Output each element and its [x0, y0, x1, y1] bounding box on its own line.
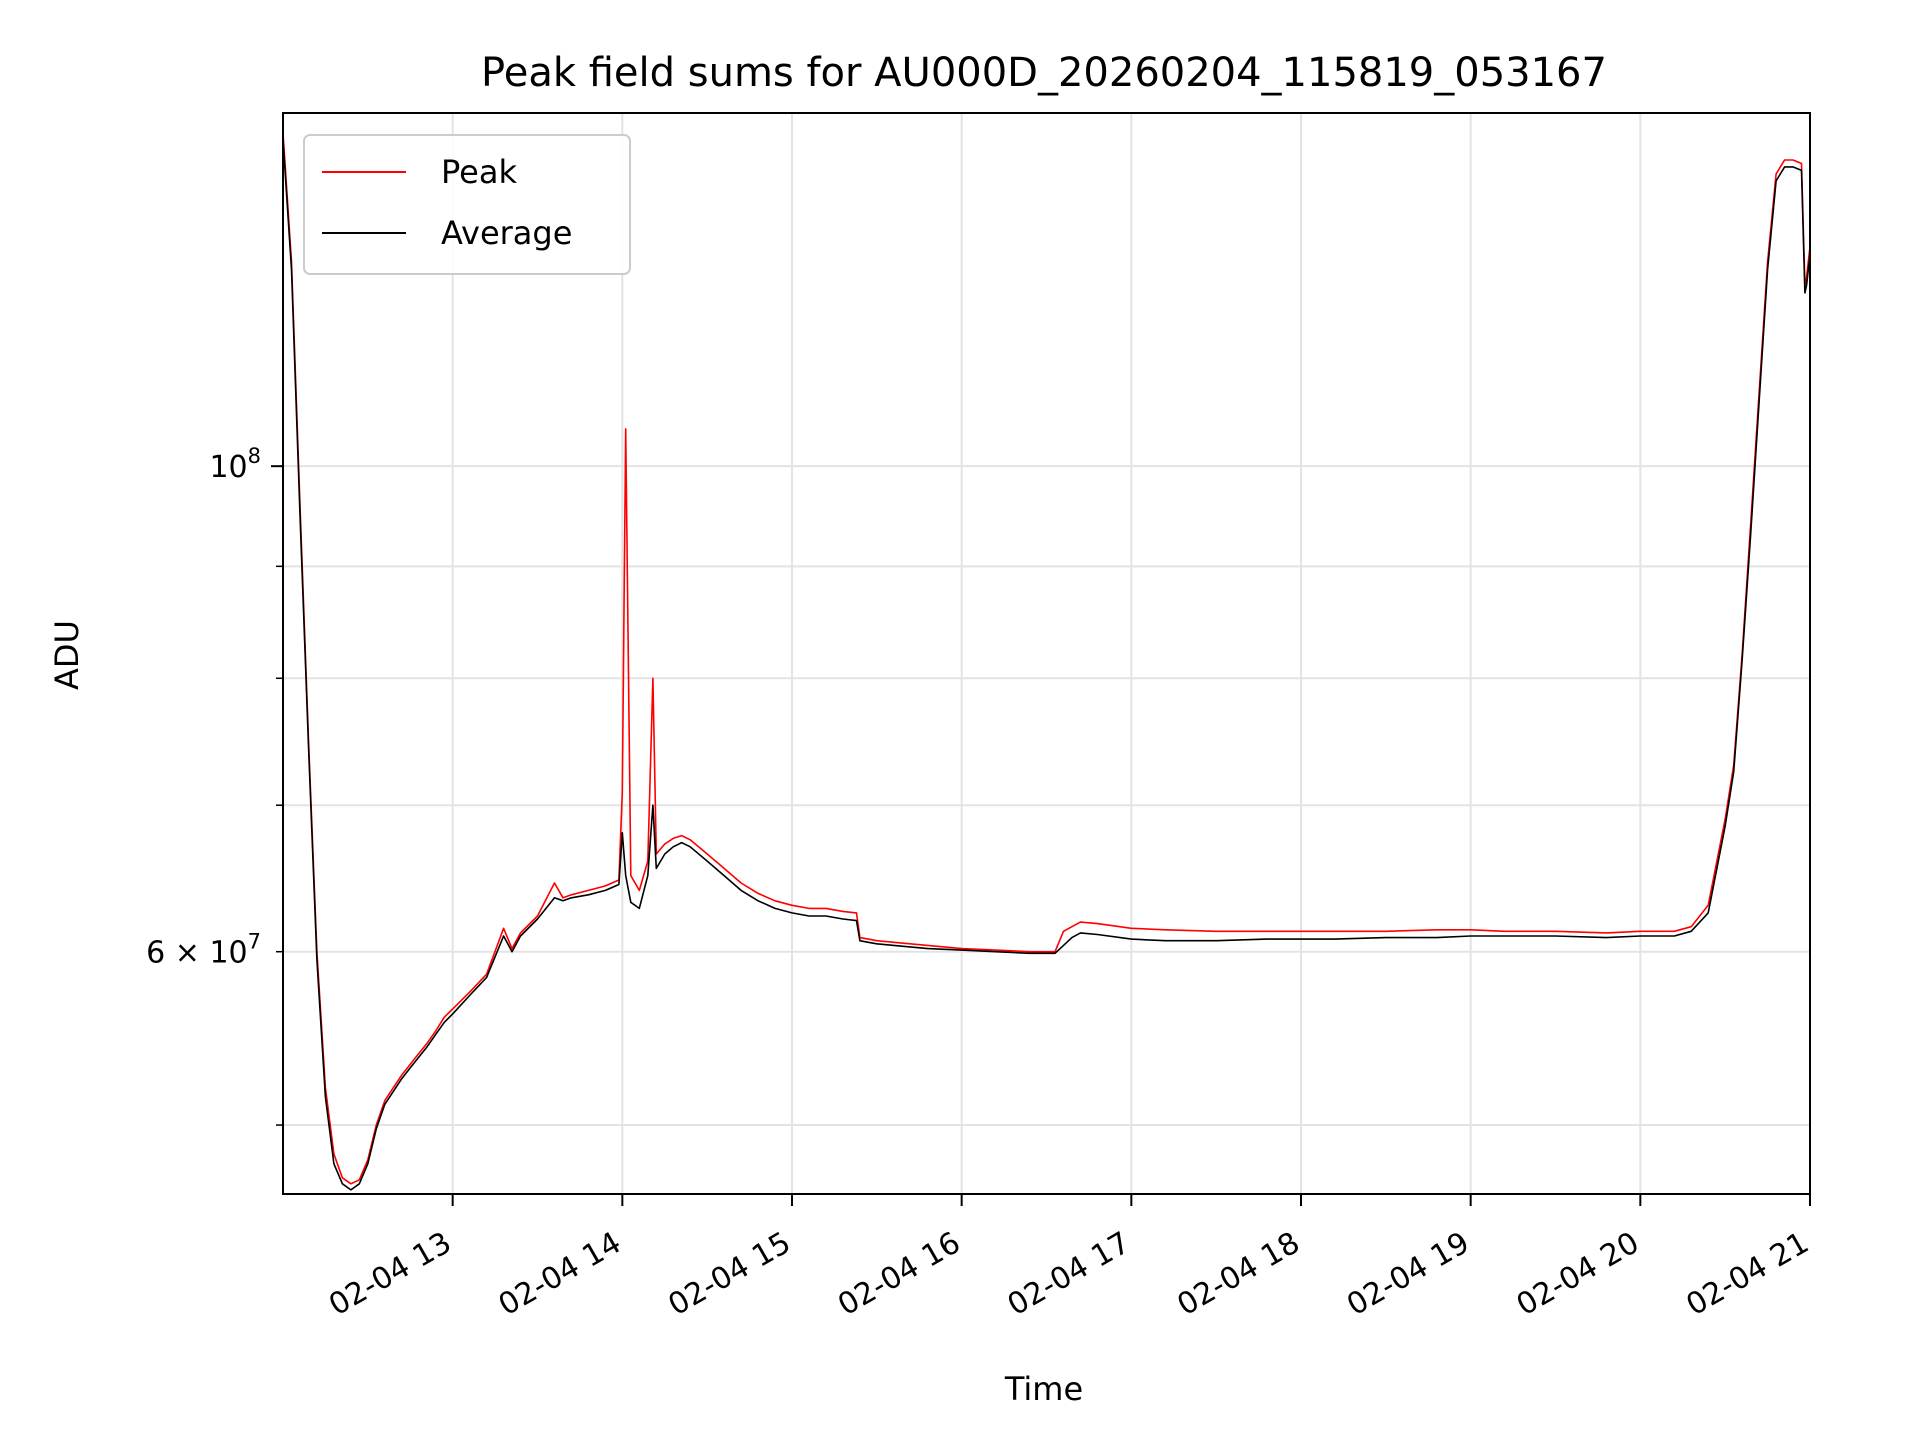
legend: Peak Average [303, 134, 631, 275]
legend-box [303, 134, 631, 275]
series-line-peak [282, 132, 1811, 1185]
series-line-average [282, 139, 1811, 1191]
y-axis-title: ADU [48, 620, 86, 690]
plot-frame [282, 112, 1811, 1195]
y-tick-label: 6 × 107 [146, 930, 261, 971]
legend-label-peak: Peak [441, 153, 517, 191]
y-tick-label: 108 [209, 444, 261, 485]
chart-title: Peak field sums for AU000D_20260204_1158… [481, 50, 1607, 96]
x-axis-title: Time [1004, 1370, 1083, 1408]
series-layer [282, 132, 1811, 1191]
legend-label-average: Average [441, 214, 572, 252]
